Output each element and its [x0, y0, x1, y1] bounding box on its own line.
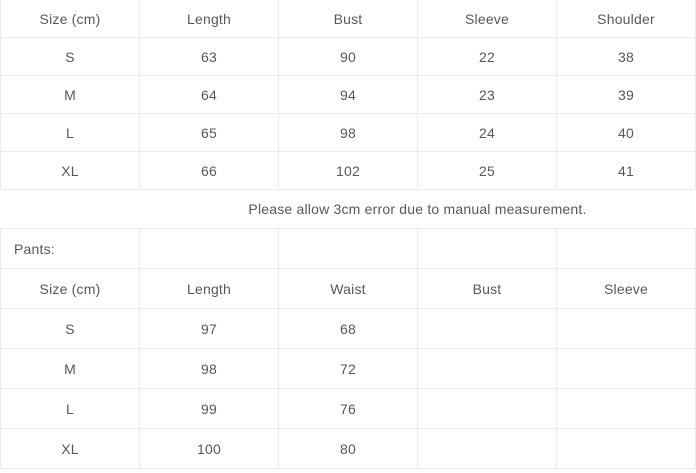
- value-cell: 63: [139, 37, 279, 76]
- value-cell: 68: [278, 308, 418, 349]
- header-cell-sleeve: Sleeve: [556, 268, 696, 309]
- header-cell-size: Size (cm): [0, 268, 140, 309]
- value-cell: 24: [417, 113, 557, 152]
- empty-cell: [417, 228, 557, 269]
- value-cell: 41: [556, 151, 696, 190]
- value-cell: 39: [556, 75, 696, 114]
- value-cell: 98: [278, 113, 418, 152]
- value-cell: 100: [139, 428, 279, 469]
- empty-cell: [556, 228, 696, 269]
- value-cell: 40: [556, 113, 696, 152]
- pants-label-row: Pants:: [0, 228, 696, 269]
- shirt-table-header-row: Size (cm) Length Bust Sleeve Shoulder: [0, 0, 696, 38]
- empty-cell: [417, 308, 557, 349]
- value-cell: 102: [278, 151, 418, 190]
- value-cell: 64: [139, 75, 279, 114]
- empty-cell: [278, 228, 418, 269]
- header-cell-waist: Waist: [278, 268, 418, 309]
- value-cell: 97: [139, 308, 279, 349]
- pants-table-row-l: L 99 76: [0, 388, 696, 429]
- shirt-table-row-l: L 65 98 24 40: [0, 113, 696, 152]
- shirt-table-row-xl: XL 66 102 25 41: [0, 151, 696, 190]
- pants-size-table: Pants: Size (cm) Length Waist Bust Sleev…: [0, 228, 696, 469]
- header-cell-shoulder: Shoulder: [556, 0, 696, 38]
- value-cell: 90: [278, 37, 418, 76]
- value-cell: 80: [278, 428, 418, 469]
- empty-cell: [556, 348, 696, 389]
- value-cell: 72: [278, 348, 418, 389]
- value-cell: 76: [278, 388, 418, 429]
- empty-cell: [556, 388, 696, 429]
- header-cell-sleeve: Sleeve: [417, 0, 557, 38]
- size-cell: XL: [0, 151, 140, 190]
- value-cell: 65: [139, 113, 279, 152]
- size-cell: L: [0, 113, 140, 152]
- value-cell: 99: [139, 388, 279, 429]
- pants-table-row-xl: XL 100 80: [0, 428, 696, 469]
- value-cell: 98: [139, 348, 279, 389]
- value-cell: 94: [278, 75, 418, 114]
- empty-cell: [417, 428, 557, 469]
- size-cell: L: [0, 388, 140, 429]
- value-cell: 25: [417, 151, 557, 190]
- header-cell-bust: Bust: [278, 0, 418, 38]
- value-cell: 38: [556, 37, 696, 76]
- shirt-table-row-s: S 63 90 22 38: [0, 37, 696, 76]
- empty-cell: [139, 228, 279, 269]
- value-cell: 66: [139, 151, 279, 190]
- measurement-note: Please allow 3cm error due to manual mea…: [248, 201, 587, 217]
- pants-table-header-row: Size (cm) Length Waist Bust Sleeve: [0, 268, 696, 309]
- size-cell: M: [0, 75, 140, 114]
- empty-cell: [417, 388, 557, 429]
- size-cell: XL: [0, 428, 140, 469]
- size-cell: S: [0, 37, 140, 76]
- header-cell-length: Length: [139, 268, 279, 309]
- empty-cell: [556, 428, 696, 469]
- value-cell: 23: [417, 75, 557, 114]
- size-cell: M: [0, 348, 140, 389]
- empty-cell: [556, 308, 696, 349]
- header-cell-bust: Bust: [417, 268, 557, 309]
- empty-cell: [417, 348, 557, 389]
- size-cell: S: [0, 308, 140, 349]
- shirt-size-table: Size (cm) Length Bust Sleeve Shoulder S …: [0, 0, 696, 190]
- pants-table-row-m: M 98 72: [0, 348, 696, 389]
- header-cell-size: Size (cm): [0, 0, 140, 38]
- header-cell-length: Length: [139, 0, 279, 38]
- value-cell: 22: [417, 37, 557, 76]
- pants-table-row-s: S 97 68: [0, 308, 696, 349]
- shirt-table-row-m: M 64 94 23 39: [0, 75, 696, 114]
- pants-section-label: Pants:: [0, 228, 140, 269]
